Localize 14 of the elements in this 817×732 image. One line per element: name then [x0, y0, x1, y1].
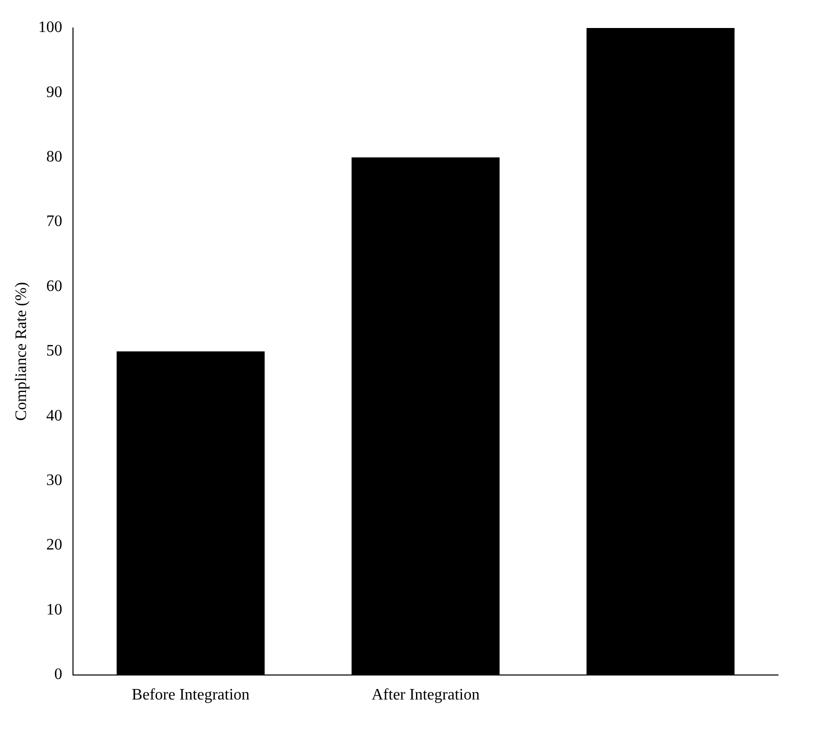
y-tick-label: 50: [46, 342, 62, 360]
y-tick-label: 60: [46, 278, 62, 295]
y-axis-title: Compliance Rate (%): [12, 282, 30, 421]
x-tick-label: After Integration: [372, 686, 480, 704]
y-tick-label: 90: [46, 84, 62, 101]
y-tick-label: 80: [46, 148, 62, 166]
y-tick-label: 0: [54, 666, 62, 684]
y-tick-label: 40: [46, 407, 62, 424]
y-tick-label: 10: [46, 601, 62, 618]
x-tick-label: Before Integration: [132, 686, 250, 704]
y-tick-label: 70: [46, 213, 62, 230]
y-tick-label: 100: [38, 19, 62, 36]
y-tick-label: 20: [46, 536, 62, 554]
y-tick-label: 30: [46, 472, 62, 489]
